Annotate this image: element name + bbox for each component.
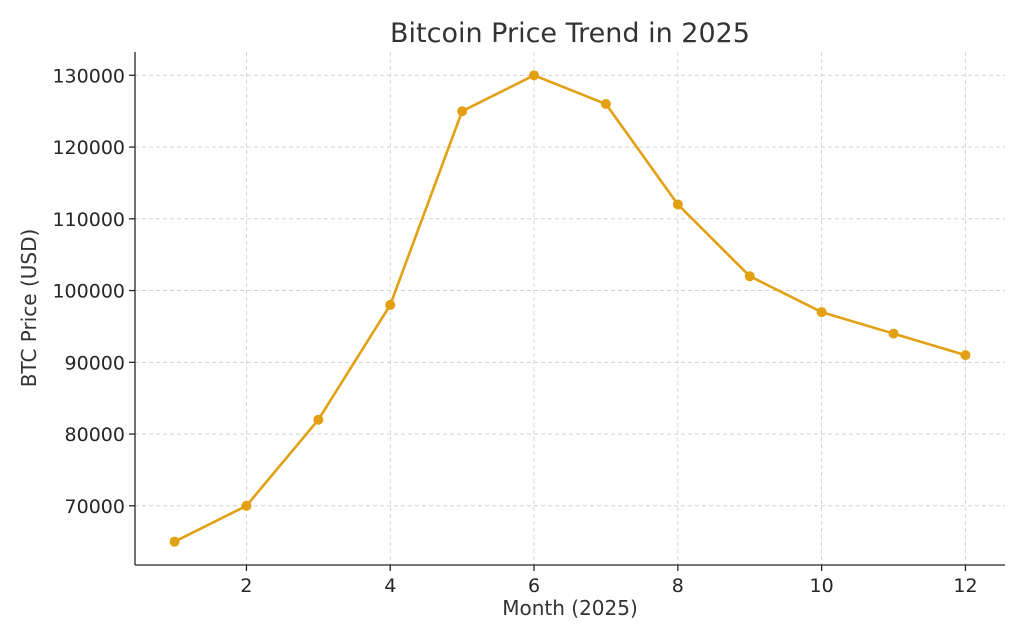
data-point: [960, 350, 971, 361]
data-point: [600, 99, 611, 110]
y-tick-label: 120000: [52, 137, 125, 159]
y-tick-label: 110000: [52, 209, 125, 231]
data-point: [672, 199, 683, 210]
data-point: [169, 536, 180, 547]
x-tick-label: 8: [672, 575, 684, 597]
data-point: [888, 328, 899, 339]
ticks: 2 4 6 8 10 12 70000 80000 90000 100000 110000 12000…: [52, 65, 977, 597]
data-point: [313, 414, 324, 425]
series-line: [173, 74, 967, 543]
y-tick-label: 130000: [52, 65, 125, 87]
y-tick-label: 100000: [52, 281, 125, 303]
data-point: [457, 106, 468, 117]
axes: [134, 52, 1005, 566]
grid: [135, 52, 1005, 565]
data-point: [744, 271, 755, 282]
y-tick-label: 90000: [65, 352, 125, 374]
data-point: [529, 70, 540, 81]
x-tick-label: 2: [240, 575, 252, 597]
data-point: [385, 299, 396, 310]
x-tick-label: 6: [528, 575, 540, 597]
x-tick-label: 4: [384, 575, 396, 597]
y-tick-label: 80000: [65, 424, 125, 446]
data-point: [816, 307, 827, 318]
x-tick-label: 12: [953, 575, 977, 597]
y-axis-label: BTC Price (USD): [17, 229, 41, 388]
series: [169, 70, 971, 547]
x-tick-label: 10: [810, 575, 834, 597]
y-tick-label: 70000: [65, 496, 125, 518]
x-axis-label: Month (2025): [502, 596, 638, 620]
data-point: [241, 500, 252, 511]
chart-title: Bitcoin Price Trend in 2025: [390, 18, 750, 49]
